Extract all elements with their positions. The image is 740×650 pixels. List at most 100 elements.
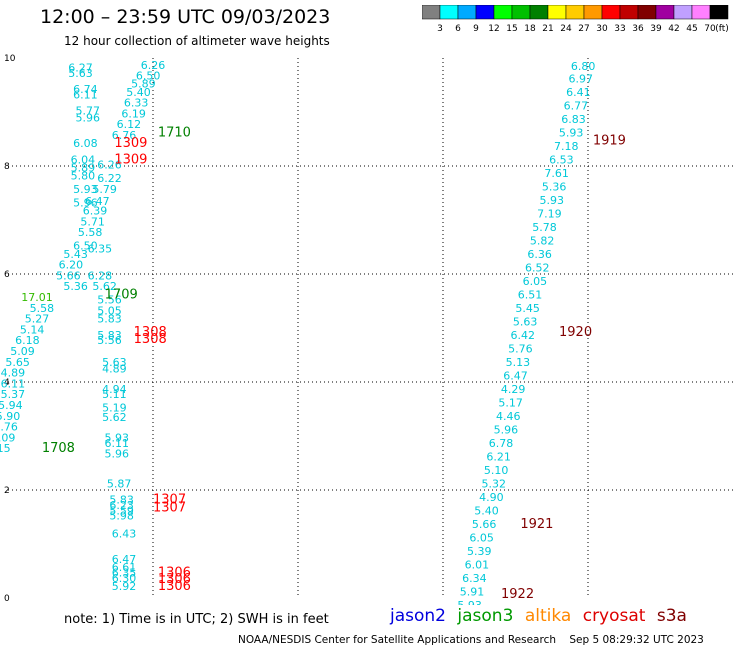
wave-height-reading: 6.97 <box>569 72 594 85</box>
wave-height-reading: 5.66 <box>56 269 81 282</box>
colorbar-label: 15 <box>506 24 517 34</box>
wave-height-reading: 6.22 <box>97 172 122 185</box>
wave-height-reading: 7.18 <box>554 140 579 153</box>
wave-height-reading: 6.77 <box>564 99 589 112</box>
wave-height-reading: 5.98 <box>109 510 134 523</box>
wave-height-reading: 5.36 <box>542 180 567 193</box>
wave-height-reading: 5.63 <box>513 315 538 328</box>
colorbar-label: 24 <box>560 24 572 34</box>
wave-height-reading: 5.32 <box>482 477 507 490</box>
colorbar-label: 9 <box>473 24 479 34</box>
colorbar-label: 42 <box>668 24 679 34</box>
colorbar-label: 6 <box>455 24 461 34</box>
wave-height-reading: 6.21 <box>486 450 511 463</box>
wave-height-reading: 17.01 <box>21 291 53 304</box>
wave-height-reading: 5.87 <box>107 477 132 490</box>
wave-height-reading: 5.63 <box>102 356 127 369</box>
wave-height-reading: 5.93 <box>457 599 482 605</box>
pass-time-label: 1306 <box>158 579 191 594</box>
y-tick-label: 8 <box>4 162 10 172</box>
wave-height-reading: 6.36 <box>527 248 552 261</box>
wave-height-reading: 5.96 <box>73 197 98 210</box>
wave-height-reading: 6.11 <box>1 377 26 390</box>
wave-height-reading: 5.05 <box>97 305 122 318</box>
wave-height-reading: 6.05 <box>523 275 548 288</box>
wave-height-reading: 5.45 <box>515 302 540 315</box>
wave-height-reading: 6.47 <box>503 369 528 382</box>
pass-time-label: 1308 <box>134 332 167 347</box>
pass-time-label: 1708 <box>42 441 75 456</box>
pass-time-label: 1710 <box>158 125 191 140</box>
wave-height-reading: 6.05 <box>469 531 494 544</box>
wave-height-reading: 6.39 <box>83 205 108 218</box>
wave-height-reading: 6.80 <box>571 60 596 73</box>
wave-height-reading: 6.09 <box>0 431 15 444</box>
wave-height-reading: 5.39 <box>467 545 492 558</box>
pass-time-label: 1307 <box>153 501 186 516</box>
wave-height-reading: 6.23 <box>109 499 134 512</box>
y-tick-label: 2 <box>4 486 10 496</box>
wave-height-reading: 5.37 <box>1 388 26 401</box>
wave-height-reading: 5.78 <box>532 221 557 234</box>
map-subtitle: 12 hour collection of altimeter wave hei… <box>64 34 330 48</box>
colorbar-swatch <box>709 5 729 20</box>
wave-height-reading: 6.74 <box>73 83 98 96</box>
colorbar-label: 12 <box>488 24 499 34</box>
wave-height-reading: 6.83 <box>561 113 586 126</box>
pass-time-label: 1920 <box>559 325 592 340</box>
wave-height-reading: 5.66 <box>472 518 497 531</box>
wave-height-reading: 5.43 <box>63 248 88 261</box>
legend-s3a: s3a <box>656 606 687 626</box>
legend-cryosat: cryosat <box>582 606 646 626</box>
wave-height-reading: 5.92 <box>112 580 137 593</box>
wave-height-reading: 5.76 <box>0 421 18 434</box>
wave-height-reading: 7.19 <box>537 207 562 220</box>
pass-time-label: 1309 <box>114 136 147 151</box>
wave-height-reading: 6.19 <box>121 107 146 120</box>
wave-height-reading: 5.83 <box>97 329 122 342</box>
wave-height-reading: 4.89 <box>1 367 26 380</box>
legend-jason3: jason3 <box>457 606 514 626</box>
pass-time-label: 1309 <box>114 152 147 167</box>
wave-height-reading: 6.35 <box>88 242 113 255</box>
colorbar-label: 33 <box>614 24 625 34</box>
wave-height-reading: 6.50 <box>73 240 98 253</box>
wave-height-reading: 5.71 <box>80 215 105 228</box>
wave-height-reading: 4.94 <box>102 383 127 396</box>
wave-height-reading: 5.89 <box>131 78 156 91</box>
pass-time-label: 1709 <box>105 287 138 302</box>
wave-height-reading: 5.83 <box>109 494 134 507</box>
wave-height-reading: 5.93 <box>73 183 98 196</box>
wave-height-reading: 6.26 <box>97 159 122 172</box>
wave-height-reading: 6.42 <box>511 329 536 342</box>
wave-height-reading: 6.11 <box>105 437 130 450</box>
wave-height-reading: 5.93 <box>559 126 584 139</box>
legend-jason2: jason2 <box>390 606 446 626</box>
wave-height-reading: 6.50 <box>136 70 161 83</box>
pass-time-label: 1306 <box>158 572 191 587</box>
map-title: 12:00 – 23:59 UTC 09/03/2023 <box>40 6 331 28</box>
wave-height-reading: 6.20 <box>59 259 84 272</box>
wave-height-reading: 6.61 <box>112 561 137 574</box>
wave-height-reading: 5.17 <box>498 396 523 409</box>
wave-height-reading: 5.89 <box>71 161 96 174</box>
wave-height-reading: 5.40 <box>126 86 151 99</box>
wave-height-reading: 4.29 <box>501 383 526 396</box>
wave-height-reading: 5.83 <box>97 313 122 326</box>
colorbar-label: 70 <box>704 24 716 34</box>
wave-height-reading: 6.01 <box>465 558 490 571</box>
colorbar-label: 45 <box>686 24 697 34</box>
wave-height-reading: 6.18 <box>15 334 40 347</box>
colorbar-label: 27 <box>578 24 589 34</box>
wave-height-reading: 5.76 <box>508 342 533 355</box>
wave-height-reading: 6.26 <box>141 59 166 72</box>
wave-height-reading: 6.34 <box>462 572 487 585</box>
wave-height-reading: 4.46 <box>496 410 521 423</box>
wave-height-reading: 5.91 <box>460 585 485 598</box>
wave-height-reading: 5.96 <box>105 448 130 461</box>
colorbar-label: 3 <box>437 24 443 34</box>
wave-height-reading: 4.89 <box>102 362 127 375</box>
wave-height-reading: 6.47 <box>112 553 137 566</box>
footer-timestamp: Sep 5 08:29:32 UTC 2023 <box>569 634 704 646</box>
wave-height-reading: 6.27 <box>68 62 93 75</box>
